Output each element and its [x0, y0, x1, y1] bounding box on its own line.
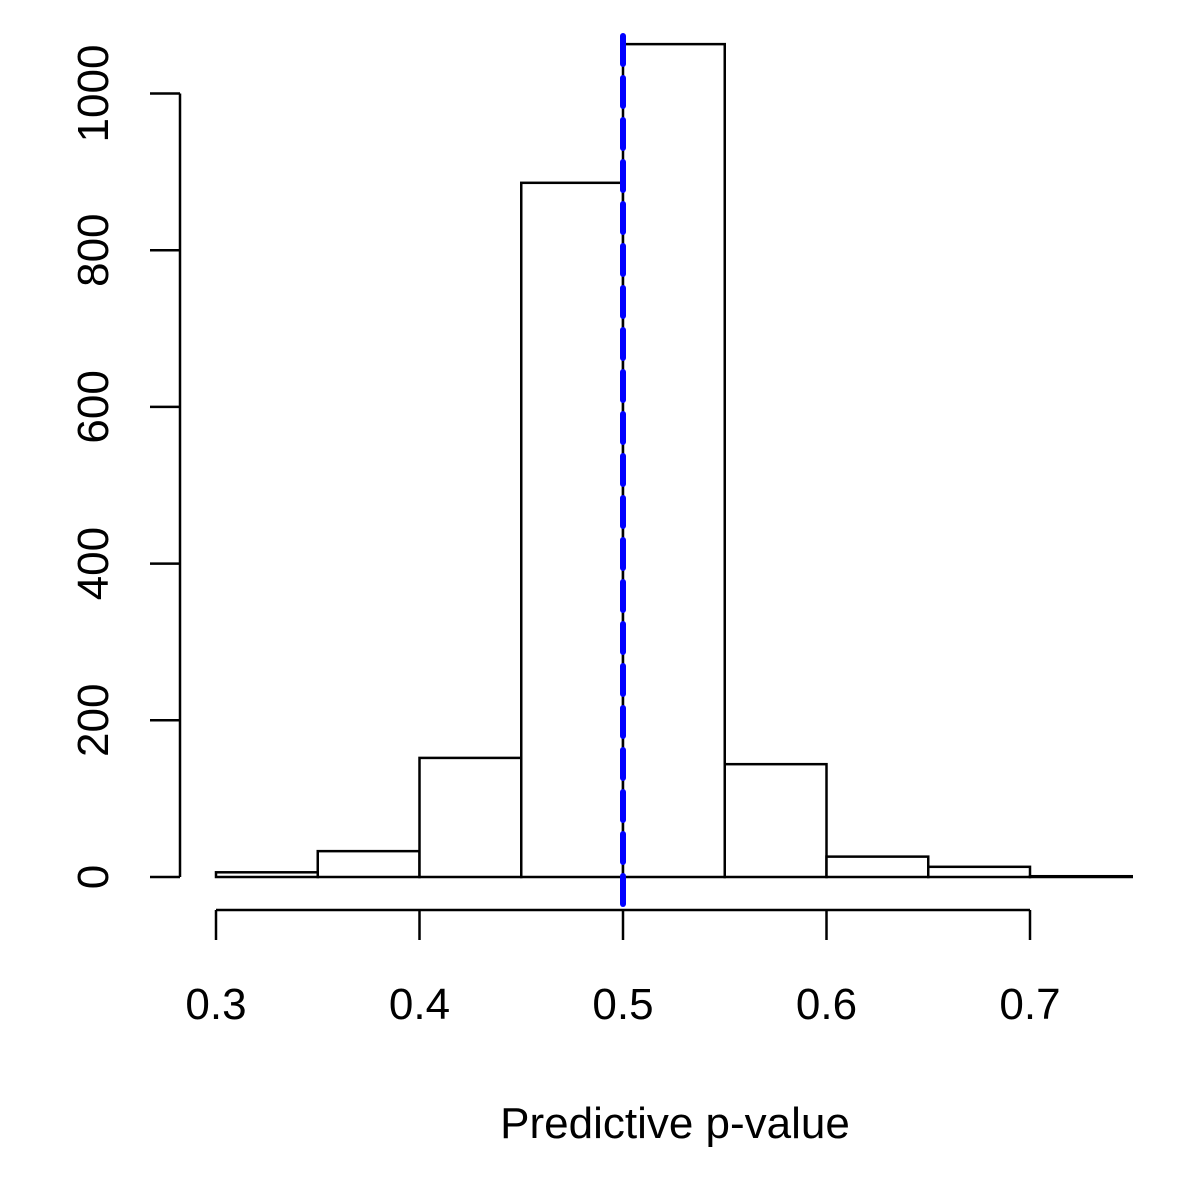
histogram-bars	[214, 42, 1133, 879]
y-tick-label: 1000	[69, 45, 118, 143]
x-tick-label: 0.5	[592, 980, 653, 1029]
y-tick-label: 400	[69, 527, 118, 600]
x-axis: 0.3 0.4 0.5 0.6 0.7	[185, 908, 1061, 1029]
histogram-bar-3	[520, 181, 625, 879]
histogram-bar-2	[418, 756, 523, 879]
y-tick-label: 0	[69, 865, 118, 889]
y-tick-label: 600	[69, 370, 118, 443]
histogram-bar-7	[927, 865, 1032, 879]
x-tick-label: 0.6	[796, 980, 857, 1029]
x-tick-label: 0.3	[185, 980, 246, 1029]
x-axis-title: Predictive p-value	[500, 1099, 850, 1148]
histogram-bar-8	[1028, 874, 1133, 879]
histogram-bar-0	[214, 871, 319, 879]
histogram-bar-6	[825, 855, 930, 879]
histogram-bar-4	[621, 42, 726, 879]
histogram-bar-5	[723, 762, 828, 879]
y-tick-label: 200	[69, 684, 118, 757]
y-tick-label: 800	[69, 213, 118, 286]
x-tick-label: 0.4	[389, 980, 450, 1029]
x-tick-label: 0.7	[999, 980, 1060, 1029]
histogram-bar-1	[316, 849, 421, 879]
y-axis: 0 200 400 600 800 1000	[69, 45, 182, 889]
